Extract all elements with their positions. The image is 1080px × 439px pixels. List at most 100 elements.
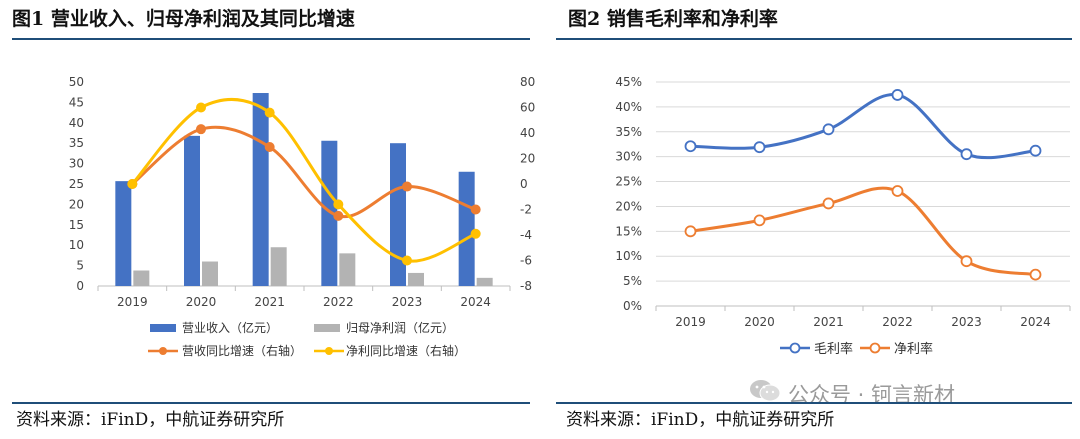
legend-label-net-margin: 净利率: [894, 341, 933, 357]
revenue-growth-line: [131, 125, 477, 219]
net-profit-bar: [202, 261, 218, 286]
chart2-legend: 毛利率 净利率: [780, 341, 933, 357]
margin-chart: 0% 5% 10% 15% 20% 25% 30% 35% 40% 45% 2019 2020 202…: [615, 75, 1071, 357]
revenue-growth-point: [196, 124, 206, 135]
legend-label-revenue: 营业收入（亿元）: [182, 320, 278, 335]
chart1-right-tick-label: -8: [520, 279, 532, 293]
revenue-bar: [321, 140, 338, 286]
legend-marker-revenue-growth: [159, 347, 167, 355]
revenue-bar: [458, 171, 475, 286]
revenue-growth-point: [264, 142, 275, 153]
net-margin-point: [822, 197, 835, 210]
revenue-growth-point: [402, 181, 412, 192]
chart1-category-label: 2024: [460, 295, 491, 309]
chart1-left-tick-label: 0: [76, 279, 84, 293]
chart2-y-tick-label: 35%: [615, 125, 642, 139]
revenue-profit-chart: 0 5 10 15 20 25 30 35 40 45 50 -8 -6 -4 -2 0 20 40 60 80 2…: [69, 75, 536, 358]
figure1-title-rule: [12, 38, 530, 40]
revenue-bar: [184, 135, 200, 286]
profit-growth-point: [264, 107, 275, 118]
chart1-category-label: 2023: [392, 295, 423, 309]
chart1-left-tick-label: 15: [69, 218, 84, 232]
gross-margin-point: [960, 148, 973, 161]
chart1-category-label: 2022: [323, 295, 354, 309]
profit-growth-line: [131, 97, 477, 263]
chart1-left-tick-label: 5: [76, 259, 84, 273]
net-profit-bar: [339, 253, 356, 286]
legend-marker-profit-growth: [325, 347, 333, 355]
chart2-y-tick-label: 30%: [615, 150, 642, 164]
figure1-source: 资料来源：iFinD，中航证券研究所: [16, 410, 285, 430]
chart2-y-tick-label: 0%: [623, 299, 642, 313]
gross-margin-point: [822, 123, 835, 136]
chart1-right-tick-label: -4: [520, 228, 532, 242]
chart1-left-tick-label: 40: [69, 116, 84, 130]
gross-margin-point: [891, 89, 904, 101]
chart1-left-tick-label: 50: [69, 75, 84, 89]
gross-margin-line: [690, 93, 1036, 160]
legend-label-profit-growth: 净利同比增速（右轴）: [346, 343, 466, 358]
legend-label-net-profit: 归母净利润（亿元）: [346, 320, 454, 335]
legend-swatch-revenue: [150, 324, 176, 332]
chart1-right-tick-label: -6: [520, 254, 532, 268]
chart2-category-label: 2024: [1020, 315, 1051, 329]
chart1-left-tick-label: 45: [69, 95, 84, 109]
net-margin-point: [753, 214, 766, 227]
revenue-bar: [115, 181, 132, 286]
legend-marker-gross-margin: [789, 342, 801, 354]
chart1-right-tick-label: 80: [520, 75, 535, 89]
profit-growth-point: [470, 228, 481, 239]
revenue-growth-point: [470, 204, 481, 215]
revenue-growth-point: [333, 210, 344, 221]
chart2-y-tick-label: 40%: [615, 100, 642, 114]
figure1-source-rule: [12, 402, 530, 404]
chart1-right-tick-label: 60: [520, 101, 535, 115]
chart2-y-tick-label: 45%: [615, 75, 642, 89]
profit-growth-point: [127, 179, 138, 189]
chart1-left-tick-label: 20: [69, 197, 84, 211]
chart2-y-tick-label: 5%: [623, 274, 642, 288]
gross-margin-point: [1029, 144, 1042, 157]
net-margin-point: [960, 255, 973, 268]
wechat-icon: [748, 378, 782, 409]
figure2-title-rule: [556, 38, 1072, 40]
chart1-category-label: 2021: [254, 295, 285, 309]
revenue-bar: [390, 143, 406, 286]
chart1-right-tick-label: 0: [520, 177, 528, 191]
gross-margin-point: [684, 140, 697, 153]
figure2-title: 图2 销售毛利率和净利率: [568, 8, 778, 30]
figure2-source: 资料来源：iFinD，中航证券研究所: [566, 410, 835, 430]
profit-growth-point: [196, 102, 206, 113]
legend-swatch-net-profit: [314, 324, 340, 332]
net-margin-point: [891, 185, 904, 197]
revenue-bar: [252, 93, 269, 287]
chart2-category-label: 2022: [882, 315, 913, 329]
legend-label-revenue-growth: 营收同比增速（右轴）: [182, 343, 302, 358]
legend-marker-net-margin: [869, 342, 881, 354]
chart1-category-label: 2019: [117, 295, 148, 309]
chart1-left-tick-label: 30: [69, 157, 84, 171]
chart1-left-tick-label: 10: [69, 238, 84, 252]
chart2-y-tick-label: 25%: [615, 175, 642, 189]
watermark-text: 公众号 · 钶言新材: [788, 382, 956, 407]
gross-margin-point: [753, 141, 766, 154]
chart1-right-tick-label: 20: [520, 152, 535, 166]
chart1-left-tick-label: 35: [69, 136, 84, 150]
figure2-source-rule: [556, 402, 1072, 404]
net-profit-bar: [408, 272, 424, 286]
chart2-category-label: 2023: [951, 315, 982, 329]
net-profit-bar: [133, 270, 150, 286]
figure1-title: 图1 营业收入、归母净利润及其同比增速: [12, 8, 355, 30]
chart2-category-label: 2019: [675, 315, 706, 329]
net-margin-point: [1029, 268, 1042, 281]
net-margin-point: [684, 225, 697, 238]
chart2-category-label: 2021: [813, 315, 844, 329]
net-profit-bar: [270, 247, 287, 286]
chart1-left-tick-label: 25: [69, 177, 84, 191]
net-profit-bar: [476, 277, 493, 286]
chart1-right-tick-label: -2: [520, 203, 532, 217]
chart1-category-label: 2020: [186, 295, 217, 309]
chart2-y-tick-label: 20%: [615, 199, 642, 213]
chart2-y-tick-label: 15%: [615, 224, 642, 238]
legend-label-gross-margin: 毛利率: [814, 341, 853, 357]
